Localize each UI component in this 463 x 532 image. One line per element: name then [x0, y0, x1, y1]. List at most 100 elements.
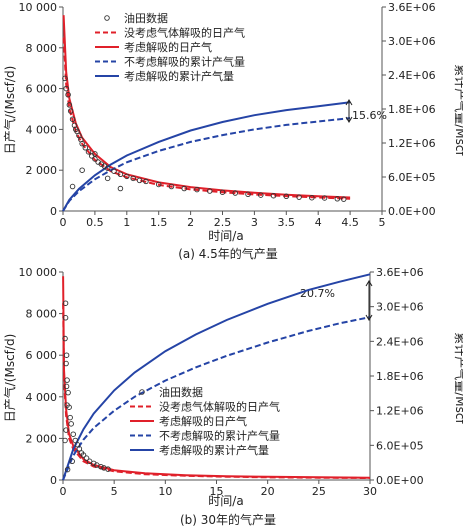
panel-b-ytick-right-label: 0.0E+00 — [376, 474, 424, 487]
panel-a-field-data-point — [155, 181, 162, 188]
panel-a-field-data-point — [283, 193, 290, 200]
panel-a-field-data-point — [92, 156, 98, 162]
panel-a-legend-label: 油田数据 — [124, 11, 168, 25]
panel-b-ylabel-left: 日产气/(Mscf/d) — [2, 334, 17, 423]
panel-b-field-data-point — [70, 431, 76, 437]
panel-a-arrow-head-bottom — [345, 116, 353, 123]
panel-a-field-data-point — [67, 108, 74, 114]
panel-a-field-data-point — [181, 185, 187, 192]
panel-b-field-data-point — [76, 446, 83, 452]
panel-a-ytick-right-label: 0.0E+00 — [388, 205, 436, 218]
panel-b-field-data-point — [72, 437, 79, 444]
panel-a-field-data-point — [136, 177, 143, 184]
panel-b-series-line-2 — [62, 316, 371, 481]
panel-b-field-data-point — [62, 437, 68, 444]
panel-a-xtick-label: 0.5 — [86, 216, 104, 229]
panel-a-field-data-point — [111, 168, 117, 174]
panel-a-field-data-point — [245, 191, 251, 198]
panel-a-field-data-point — [143, 178, 149, 185]
panel-a-field-data-point — [232, 190, 239, 196]
panel-a-field-data-point — [82, 145, 89, 151]
panel-a-field-data-point — [85, 149, 92, 155]
panel-a-field-data-point — [206, 188, 213, 194]
panel-a-field-data-point — [321, 195, 328, 201]
panel-b-xlabel: 时间/a — [208, 494, 243, 508]
panel-a-field-data-point — [79, 167, 85, 173]
panel-a-field-data-point — [79, 140, 85, 147]
panel-a-xtick-label: 3 — [251, 216, 258, 229]
panel-b-ytick-right-label: 1.2E+06 — [376, 405, 424, 418]
panel-b-series-line-3 — [62, 273, 371, 481]
panel-b-ytick-right-label: 2.4E+06 — [376, 335, 424, 348]
panel-a-caption: (a) 4.5年的气产量 — [178, 246, 278, 261]
panel-a-annotation: 15.6% — [352, 109, 387, 122]
panel-b: 日产气/(Mscf/d) 累计产气量/Mscf 时间/a (b) 30年的气产量… — [2, 266, 463, 527]
panel-a-field-data-point — [69, 116, 76, 122]
panel-a-legend-label: 考虑解吸的日产气 — [124, 40, 212, 54]
panel-a-field-data-point — [270, 192, 277, 199]
panel-a-field-data-point — [194, 186, 200, 193]
panel-a-field-data-point — [168, 183, 175, 190]
panel-a-field-data-point — [92, 151, 98, 157]
panel-a-ylabel-right: 累计产气量/Mscf — [453, 64, 463, 156]
panel-b-ytick-left-label: 0 — [50, 474, 57, 487]
panel-b-field-data-point — [80, 452, 87, 458]
panel-a-xtick-label: 3.5 — [278, 216, 296, 229]
panel-a-field-data-point — [117, 171, 124, 178]
panel-b-xtick-label: 30 — [363, 485, 377, 498]
panel-a-field-data-point — [130, 175, 136, 182]
panel-a-field-data-point — [117, 185, 124, 192]
panel-b-xtick-label: 5 — [111, 485, 118, 498]
panel-a-field-data-point — [65, 91, 71, 98]
panel-b-field-data-point — [65, 389, 71, 396]
panel-a-field-data-point — [104, 165, 111, 171]
panel-b-field-data-point — [68, 421, 74, 427]
panel-a-ytick-right-label: 3.0E+06 — [388, 35, 436, 48]
panel-a-ylabel-left: 日产气/(Mscf/d) — [2, 66, 17, 155]
panel-b-xtick-label: 15 — [210, 485, 224, 498]
panel-a-ytick-right-label: 3.6E+06 — [388, 1, 436, 14]
panel-a-legend-label: 考虑解吸的累计产气量 — [124, 69, 234, 83]
panel-b-legend-marker — [139, 389, 145, 395]
panel-a-xtick-label: 4 — [315, 216, 322, 229]
panel-a-ytick-right-label: 1.2E+06 — [388, 137, 436, 150]
panel-a-legend-label: 没考虑气体解吸的日产气 — [124, 26, 245, 40]
panel-b-ytick-left-label: 4 000 — [26, 391, 58, 404]
panel-a-series-line-2 — [62, 117, 351, 212]
panel-a-legend-marker — [104, 15, 110, 21]
panel-b-ytick-right-label: 1.8E+06 — [376, 370, 424, 383]
panel-b-field-data-point — [62, 315, 69, 321]
panel-b-ytick-left-label: 10 000 — [19, 266, 58, 279]
panel-b-legend-label: 油田数据 — [159, 385, 203, 399]
panel-a-xtick-label: 2 — [187, 216, 194, 229]
panel-a-xtick-label: 5 — [379, 216, 386, 229]
panel-a-field-data-point — [66, 102, 73, 108]
panel-b-legend-label: 考虑解吸的累计产气量 — [159, 443, 269, 457]
panel-b-field-data-point — [63, 352, 70, 358]
panel-a-xtick-label: 1.5 — [150, 216, 168, 229]
panel-b-xtick-label: 0 — [60, 485, 67, 498]
panel-b-ytick-right-label: 6.0E+05 — [376, 439, 424, 452]
panel-b-field-data-point — [64, 402, 70, 408]
panel-a-field-data-point — [219, 189, 226, 195]
panel-b-field-data-point — [62, 300, 69, 306]
panel-a-ytick-left-label: 6 000 — [26, 83, 58, 96]
panel-a-series-line-3 — [62, 101, 351, 212]
panel-b-ytick-right-label: 3.6E+06 — [376, 266, 424, 279]
panel-a-xtick-label: 4.5 — [341, 216, 359, 229]
panel-b-arrow-head-bottom — [365, 314, 373, 321]
panel-a-arrow-head-top — [345, 99, 353, 106]
panel-b-annotation: 20.7% — [300, 287, 335, 300]
panel-b-field-data-point — [98, 463, 104, 470]
panel-b-legend-label: 考虑解吸的日产气 — [159, 414, 247, 428]
panel-b-field-data-point — [62, 335, 68, 342]
panel-b-field-data-point — [63, 360, 69, 367]
panel-a-field-data-point — [63, 85, 69, 92]
panel-b-field-data-point — [64, 377, 70, 383]
panel-a-xtick-label: 1 — [123, 216, 130, 229]
panel-a-field-data-point — [340, 196, 347, 202]
panel-b-field-data-point — [83, 455, 90, 461]
panel-a-ytick-left-label: 10 000 — [19, 1, 58, 14]
panel-a-field-data-point — [62, 75, 68, 82]
panel-a-field-data-point — [309, 194, 315, 201]
